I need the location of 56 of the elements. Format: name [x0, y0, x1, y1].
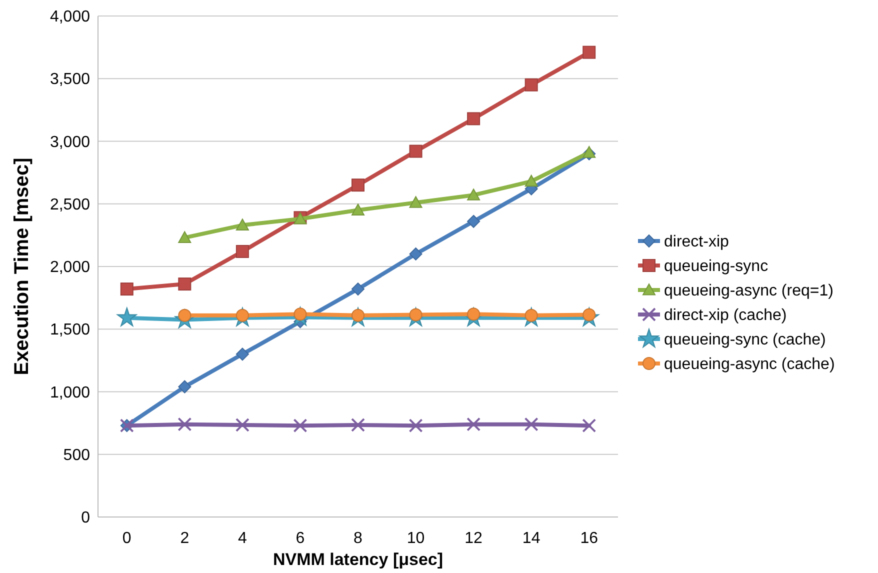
point	[467, 112, 480, 126]
point	[582, 418, 596, 433]
y-tick-label: 500	[63, 446, 90, 464]
point	[524, 78, 538, 92]
legend-label: direct-xip	[664, 234, 730, 251]
x-tick-label: 14	[522, 530, 540, 547]
legend-label: queueing-async (cache)	[664, 356, 835, 374]
y-tick-label: 0	[81, 510, 90, 527]
y-axis-title: Execution Time [msec]	[11, 158, 33, 376]
point	[116, 307, 137, 326]
x-tick-label: 16	[580, 530, 598, 547]
x-tick-label: 2	[180, 530, 190, 547]
point	[467, 214, 480, 228]
x-tick-label: 10	[406, 530, 425, 547]
point	[236, 218, 249, 230]
point	[582, 46, 596, 59]
legend-label: queueing-sync (cache)	[664, 332, 826, 349]
point	[467, 188, 480, 200]
point	[524, 174, 538, 187]
legend-label: queueing-sync	[664, 258, 768, 276]
point	[524, 417, 538, 432]
point	[235, 418, 250, 432]
x-axis-title: NVMM latency [μsec]	[272, 550, 444, 569]
point	[408, 418, 423, 433]
point	[466, 417, 481, 432]
point	[178, 231, 192, 243]
x-tick-label: 0	[122, 530, 132, 547]
point	[293, 418, 308, 433]
y-tick-label: 2,500	[50, 196, 90, 214]
x-tick-label: 8	[354, 530, 363, 547]
point	[524, 308, 538, 322]
y-tick-label: 1,500	[50, 322, 90, 339]
point	[178, 417, 192, 432]
point	[352, 178, 364, 192]
point	[352, 204, 364, 216]
x-tick-label: 12	[464, 530, 483, 547]
point	[409, 247, 422, 260]
y-tick-label: 4,000	[50, 8, 90, 26]
legend-label: direct-xip (cache)	[664, 307, 787, 324]
point	[178, 380, 192, 394]
point	[409, 144, 422, 158]
point	[236, 348, 249, 361]
point	[351, 418, 365, 432]
point	[178, 278, 192, 291]
point	[352, 282, 364, 296]
point	[120, 282, 134, 296]
y-tick-label: 3,500	[50, 71, 90, 88]
y-tick-label: 3,000	[50, 134, 90, 151]
point	[236, 244, 249, 258]
point	[582, 146, 596, 158]
legend-label: queueing-async (req=1)	[664, 282, 834, 300]
point	[409, 196, 422, 208]
x-tick-label: 4	[238, 530, 247, 547]
y-tick-label: 1,000	[50, 384, 90, 402]
x-tick-label: 6	[296, 530, 305, 547]
y-tick-label: 2,000	[50, 259, 90, 276]
